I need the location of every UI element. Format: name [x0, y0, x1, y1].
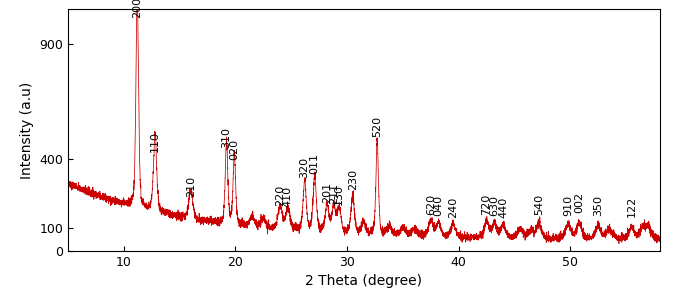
Text: 520: 520	[372, 116, 382, 137]
Text: 440: 440	[498, 196, 509, 218]
Text: 201: 201	[322, 181, 332, 203]
Text: 211: 211	[328, 183, 339, 204]
Text: 220: 220	[275, 185, 285, 206]
Text: 230: 230	[347, 169, 358, 190]
Text: 122: 122	[627, 196, 636, 217]
Text: 110: 110	[150, 131, 160, 152]
Text: 040: 040	[434, 195, 443, 216]
Text: 910: 910	[563, 195, 573, 216]
Text: 130: 130	[335, 184, 344, 205]
Text: 350: 350	[593, 195, 603, 216]
Text: 310: 310	[222, 128, 231, 148]
Text: 630: 630	[490, 196, 499, 216]
Text: 210: 210	[186, 176, 196, 197]
Text: 320: 320	[300, 157, 309, 178]
Text: 540: 540	[534, 193, 544, 215]
X-axis label: 2 Theta (degree): 2 Theta (degree)	[305, 274, 422, 288]
Text: 002: 002	[574, 192, 584, 213]
Text: 620: 620	[426, 194, 436, 215]
Text: 020: 020	[229, 139, 239, 160]
Text: 410: 410	[283, 186, 293, 207]
Text: 240: 240	[448, 196, 458, 218]
Text: 720: 720	[481, 193, 492, 215]
Text: 011: 011	[309, 153, 320, 174]
Text: 200: 200	[132, 0, 142, 18]
Y-axis label: Intensity (a.u): Intensity (a.u)	[20, 81, 34, 179]
